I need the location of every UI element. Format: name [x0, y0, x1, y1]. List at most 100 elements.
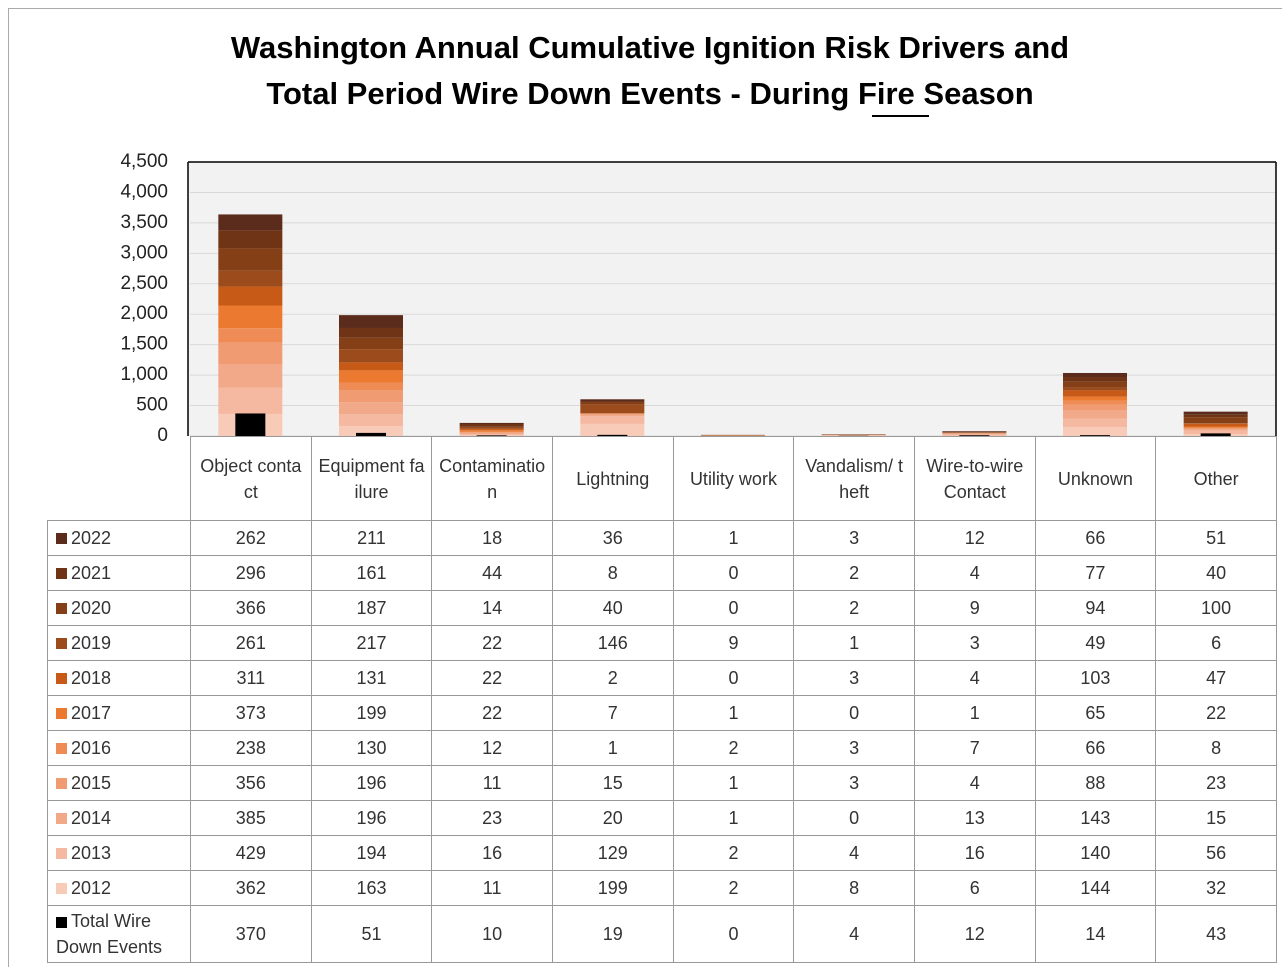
value-cell: 362	[191, 871, 312, 906]
value-cell: 32	[1156, 871, 1277, 906]
bar-segment	[339, 370, 403, 382]
value-cell: 4	[914, 766, 1035, 801]
total-bar	[235, 413, 265, 436]
value-cell: 15	[1156, 801, 1277, 836]
value-cell: 199	[311, 696, 432, 731]
value-cell: 65	[1035, 696, 1156, 731]
bar-segment	[218, 306, 282, 329]
bar-segment	[339, 402, 403, 414]
category-cell: Wire-to-wire Contact	[914, 437, 1035, 521]
value-cell: 146	[552, 626, 673, 661]
legend-cell: 2018	[48, 661, 191, 696]
bar-segment	[1184, 415, 1248, 417]
value-cell: 4	[914, 556, 1035, 591]
value-cell: 2	[552, 661, 673, 696]
value-cell: 0	[794, 801, 915, 836]
value-cell: 51	[311, 906, 432, 963]
value-cell: 1	[673, 696, 794, 731]
category-cell: Lightning	[552, 437, 673, 521]
value-cell: 56	[1156, 836, 1277, 871]
bar-segment	[218, 364, 282, 387]
bar-segment	[218, 388, 282, 414]
y-tick-label: 3,500	[120, 212, 168, 233]
legend-label: 2016	[71, 738, 111, 758]
value-cell: 19	[552, 906, 673, 963]
bar-segment	[339, 390, 403, 402]
bar-segment	[580, 424, 644, 436]
value-cell: 1	[914, 696, 1035, 731]
bar-segment	[1184, 428, 1248, 429]
value-cell: 373	[191, 696, 312, 731]
bar-segment	[942, 434, 1006, 435]
value-cell: 2	[673, 731, 794, 766]
value-cell: 3	[794, 521, 915, 556]
x-tick-label: Object contact	[191, 453, 311, 505]
legend-label: 2021	[71, 563, 111, 583]
value-cell: 211	[311, 521, 432, 556]
value-cell: 0	[673, 556, 794, 591]
bar-segment	[1063, 405, 1127, 410]
y-tick-label: 2,500	[120, 273, 168, 294]
legend-cell: 2012	[48, 871, 191, 906]
legend-label: 2017	[71, 703, 111, 723]
value-cell: 0	[673, 591, 794, 626]
value-cell: 11	[432, 871, 553, 906]
value-cell: 217	[311, 626, 432, 661]
legend-swatch	[56, 603, 67, 614]
bar-segment	[942, 432, 1006, 433]
bar-segment	[942, 431, 1006, 432]
value-cell: 8	[552, 556, 673, 591]
bar-segment	[460, 424, 524, 427]
value-cell: 4	[914, 661, 1035, 696]
legend-cell: 2017	[48, 696, 191, 731]
value-cell: 144	[1035, 871, 1156, 906]
x-tick-label: Utility work	[674, 466, 794, 492]
value-cell: 356	[191, 766, 312, 801]
category-cell: Vandalism/ theft	[794, 437, 915, 521]
value-cell: 9	[673, 626, 794, 661]
bar-segment	[1184, 412, 1248, 415]
value-cell: 1	[794, 626, 915, 661]
bar-segment	[580, 399, 644, 401]
value-cell: 3	[794, 661, 915, 696]
x-tick-label: Vandalism/ theft	[794, 453, 914, 505]
value-cell: 88	[1035, 766, 1156, 801]
bar-segment	[1063, 390, 1127, 396]
value-cell: 429	[191, 836, 312, 871]
legend-swatch	[56, 813, 67, 824]
value-cell: 238	[191, 731, 312, 766]
value-cell: 12	[914, 906, 1035, 963]
legend-label: 2015	[71, 773, 111, 793]
bar-segment	[460, 432, 524, 433]
chart-title: Washington Annual Cumulative Ignition Ri…	[231, 30, 1069, 65]
bar-segment	[218, 230, 282, 248]
bar-segment	[339, 362, 403, 370]
value-cell: 311	[191, 661, 312, 696]
bar-segment	[460, 433, 524, 434]
value-cell: 7	[552, 696, 673, 731]
x-tick-label: Equipment failure	[312, 453, 432, 505]
bar-segment	[1063, 419, 1127, 428]
value-cell: 370	[191, 906, 312, 963]
value-cell: 261	[191, 626, 312, 661]
value-cell: 3	[794, 731, 915, 766]
value-cell: 6	[1156, 626, 1277, 661]
bar-segment	[1063, 382, 1127, 388]
value-cell: 3	[914, 626, 1035, 661]
bar-segment	[1063, 401, 1127, 405]
value-cell: 0	[794, 696, 915, 731]
category-cell: Other	[1156, 437, 1277, 521]
value-cell: 40	[552, 591, 673, 626]
value-cell: 2	[673, 871, 794, 906]
legend-swatch	[56, 708, 67, 719]
legend-cell: 2020	[48, 591, 191, 626]
value-cell: 385	[191, 801, 312, 836]
legend-cell: 2013	[48, 836, 191, 871]
value-cell: 9	[914, 591, 1035, 626]
